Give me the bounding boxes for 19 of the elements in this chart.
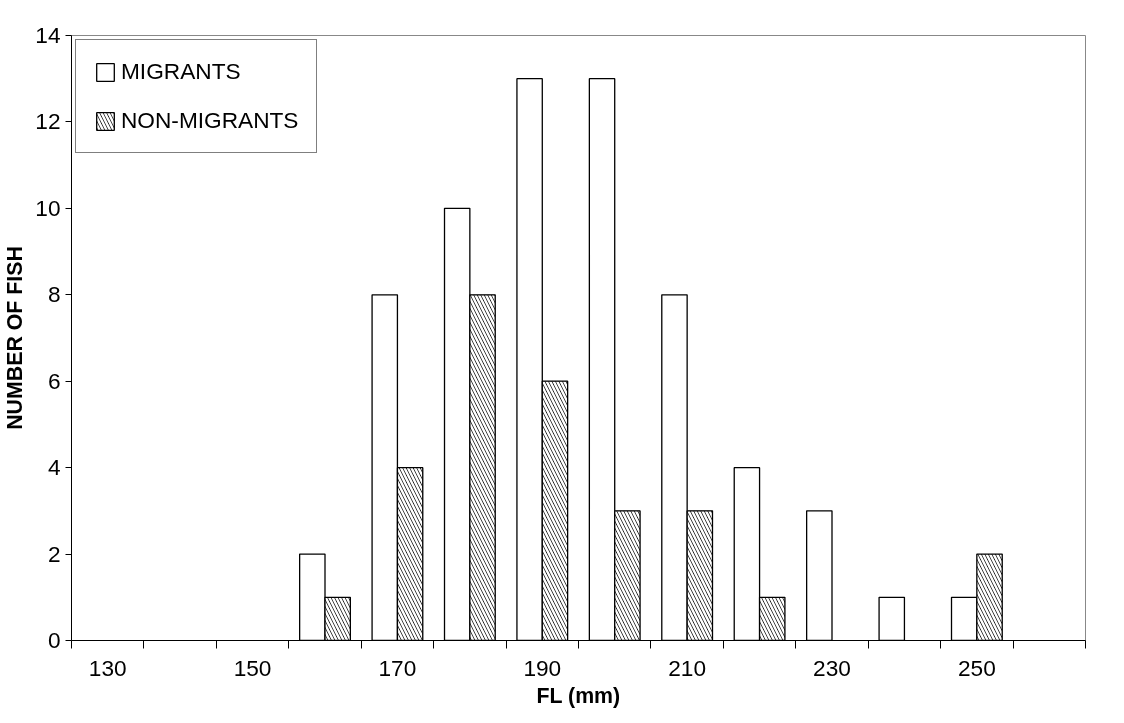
x-axis-title: FL (mm)	[536, 683, 621, 708]
y-tick-label: 4	[47, 454, 61, 481]
x-tick-label: 130	[88, 654, 127, 681]
y-tick-label: 8	[47, 281, 61, 308]
y-tick-label: 2	[47, 540, 61, 567]
x-tick-label: 250	[957, 654, 996, 681]
y-tick-label: 6	[47, 367, 61, 394]
y-tick-label: 12	[35, 108, 61, 135]
x-tick-label: 190	[523, 654, 562, 681]
x-tick-label: 150	[233, 654, 272, 681]
legend-label: MIGRANTS	[121, 58, 241, 85]
x-tick-label: 210	[668, 654, 707, 681]
y-axis-title: NUMBER OF FISH	[3, 246, 28, 430]
legend-label: NON-MIGRANTS	[121, 107, 299, 134]
y-tick-label: 10	[35, 194, 61, 221]
y-tick-label: 0	[47, 627, 61, 653]
x-tick-label: 230	[813, 654, 851, 681]
x-tick-label: 170	[378, 654, 417, 681]
y-tick-label: 14	[35, 22, 61, 48]
